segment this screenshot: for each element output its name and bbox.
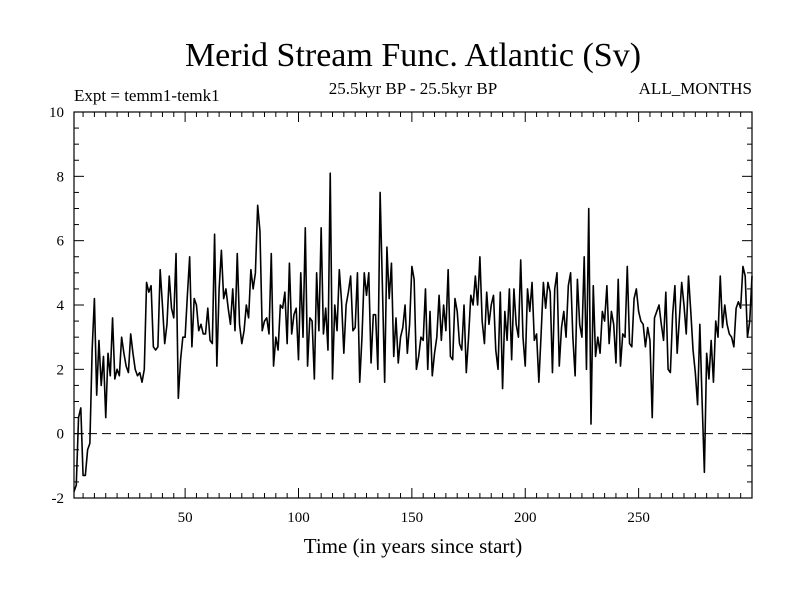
x-tick-label: 250	[627, 510, 650, 526]
y-tick-label: 6	[57, 234, 65, 250]
x-tick-label: 100	[287, 510, 310, 526]
y-tick-label: 4	[57, 298, 65, 314]
y-tick-label: 2	[57, 362, 65, 378]
x-tick-label: 200	[514, 510, 537, 526]
chart-subtitle-center: 25.5kyr BP - 25.5kyr BP	[329, 79, 497, 98]
axis-ticks: 50 100 150 200 250 -2 0 2 4 6 8 10	[49, 105, 752, 526]
y-tick-label: -2	[52, 491, 65, 507]
y-tick-label: 0	[57, 427, 65, 443]
chart-subtitle-right: ALL_MONTHS	[639, 79, 752, 98]
x-tick-label: 150	[401, 510, 424, 526]
chart-subtitle-left: Expt = temm1-temk1	[74, 86, 220, 105]
plot-frame	[73, 111, 753, 499]
y-tick-label: 8	[57, 169, 65, 185]
chart-title: Merid Stream Func. Atlantic (Sv)	[185, 37, 641, 74]
series-line	[73, 172, 753, 492]
y-tick-label: 10	[49, 105, 64, 121]
x-axis-label: Time (in years since start)	[304, 534, 523, 558]
x-tick-label: 50	[178, 510, 193, 526]
